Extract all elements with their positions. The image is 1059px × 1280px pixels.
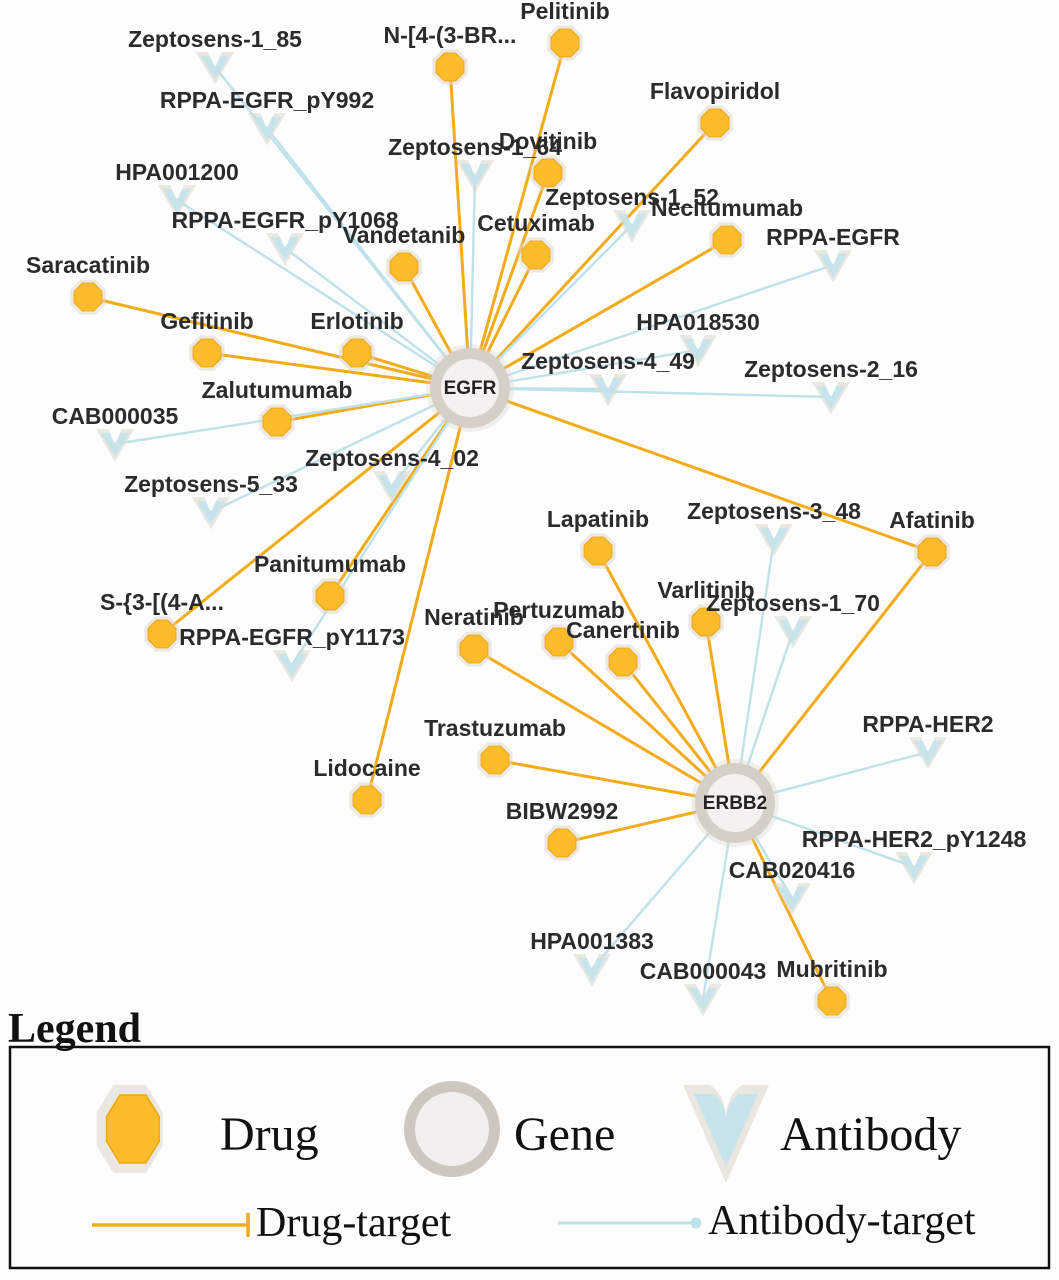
svg-text:RPPA-EGFR_pY992: RPPA-EGFR_pY992 <box>160 87 374 113</box>
svg-text:RPPA-EGFR_pY1173: RPPA-EGFR_pY1173 <box>179 624 405 650</box>
svg-text:Zalutumumab: Zalutumumab <box>202 377 353 403</box>
svg-text:Flavopiridol: Flavopiridol <box>650 78 780 104</box>
svg-text:RPPA-EGFR_pY1068: RPPA-EGFR_pY1068 <box>171 207 398 233</box>
svg-text:Legend: Legend <box>8 1006 141 1052</box>
svg-text:Gene: Gene <box>514 1108 615 1161</box>
svg-text:RPPA-HER2: RPPA-HER2 <box>862 711 993 737</box>
svg-text:Zeptosens-3_48: Zeptosens-3_48 <box>687 498 861 524</box>
svg-text:Zeptosens-1_64: Zeptosens-1_64 <box>388 134 562 160</box>
svg-text:EGFR: EGFR <box>444 378 497 399</box>
svg-text:RPPA-EGFR: RPPA-EGFR <box>766 224 900 250</box>
svg-text:Zeptosens-5_33: Zeptosens-5_33 <box>124 471 298 497</box>
svg-text:CAB000043: CAB000043 <box>640 958 767 984</box>
svg-text:HPA001200: HPA001200 <box>115 159 239 185</box>
svg-text:Drug-target: Drug-target <box>256 1200 451 1246</box>
svg-text:Zeptosens-2_16: Zeptosens-2_16 <box>744 356 918 382</box>
svg-text:Antibody: Antibody <box>780 1108 961 1161</box>
svg-text:N-[4-(3-BR...: N-[4-(3-BR... <box>384 22 517 48</box>
svg-text:HPA018530: HPA018530 <box>636 309 760 335</box>
svg-text:CAB000035: CAB000035 <box>52 403 179 429</box>
svg-text:Zeptosens-1_52: Zeptosens-1_52 <box>545 184 719 210</box>
svg-text:Lidocaine: Lidocaine <box>313 755 420 781</box>
svg-text:Pelitinib: Pelitinib <box>520 0 609 24</box>
svg-text:Afatinib: Afatinib <box>889 507 975 533</box>
svg-text:Mubritinib: Mubritinib <box>776 956 887 982</box>
svg-text:RPPA-HER2_pY1248: RPPA-HER2_pY1248 <box>802 826 1027 852</box>
svg-text:HPA001383: HPA001383 <box>530 928 654 954</box>
svg-text:S-{3-[(4-A...: S-{3-[(4-A... <box>100 589 224 615</box>
svg-text:Lapatinib: Lapatinib <box>547 506 649 532</box>
svg-text:Panitumumab: Panitumumab <box>254 551 406 577</box>
svg-text:Zeptosens-1_85: Zeptosens-1_85 <box>128 26 302 52</box>
svg-text:Drug: Drug <box>220 1108 319 1161</box>
svg-text:Zeptosens-4_02: Zeptosens-4_02 <box>305 445 479 471</box>
svg-text:BIBW2992: BIBW2992 <box>506 798 618 824</box>
svg-text:Cetuximab: Cetuximab <box>477 210 595 236</box>
svg-text:Trastuzumab: Trastuzumab <box>424 715 566 741</box>
svg-text:Gefitinib: Gefitinib <box>160 308 253 334</box>
svg-text:Canertinib: Canertinib <box>566 617 680 643</box>
svg-text:Saracatinib: Saracatinib <box>26 252 150 278</box>
svg-text:CAB020416: CAB020416 <box>729 857 856 883</box>
svg-text:ERBB2: ERBB2 <box>703 793 767 814</box>
svg-text:Erlotinib: Erlotinib <box>310 308 403 334</box>
svg-text:Zeptosens-1_70: Zeptosens-1_70 <box>706 590 880 616</box>
svg-text:Zeptosens-4_49: Zeptosens-4_49 <box>521 348 695 374</box>
svg-text:Antibody-target: Antibody-target <box>708 1198 976 1244</box>
